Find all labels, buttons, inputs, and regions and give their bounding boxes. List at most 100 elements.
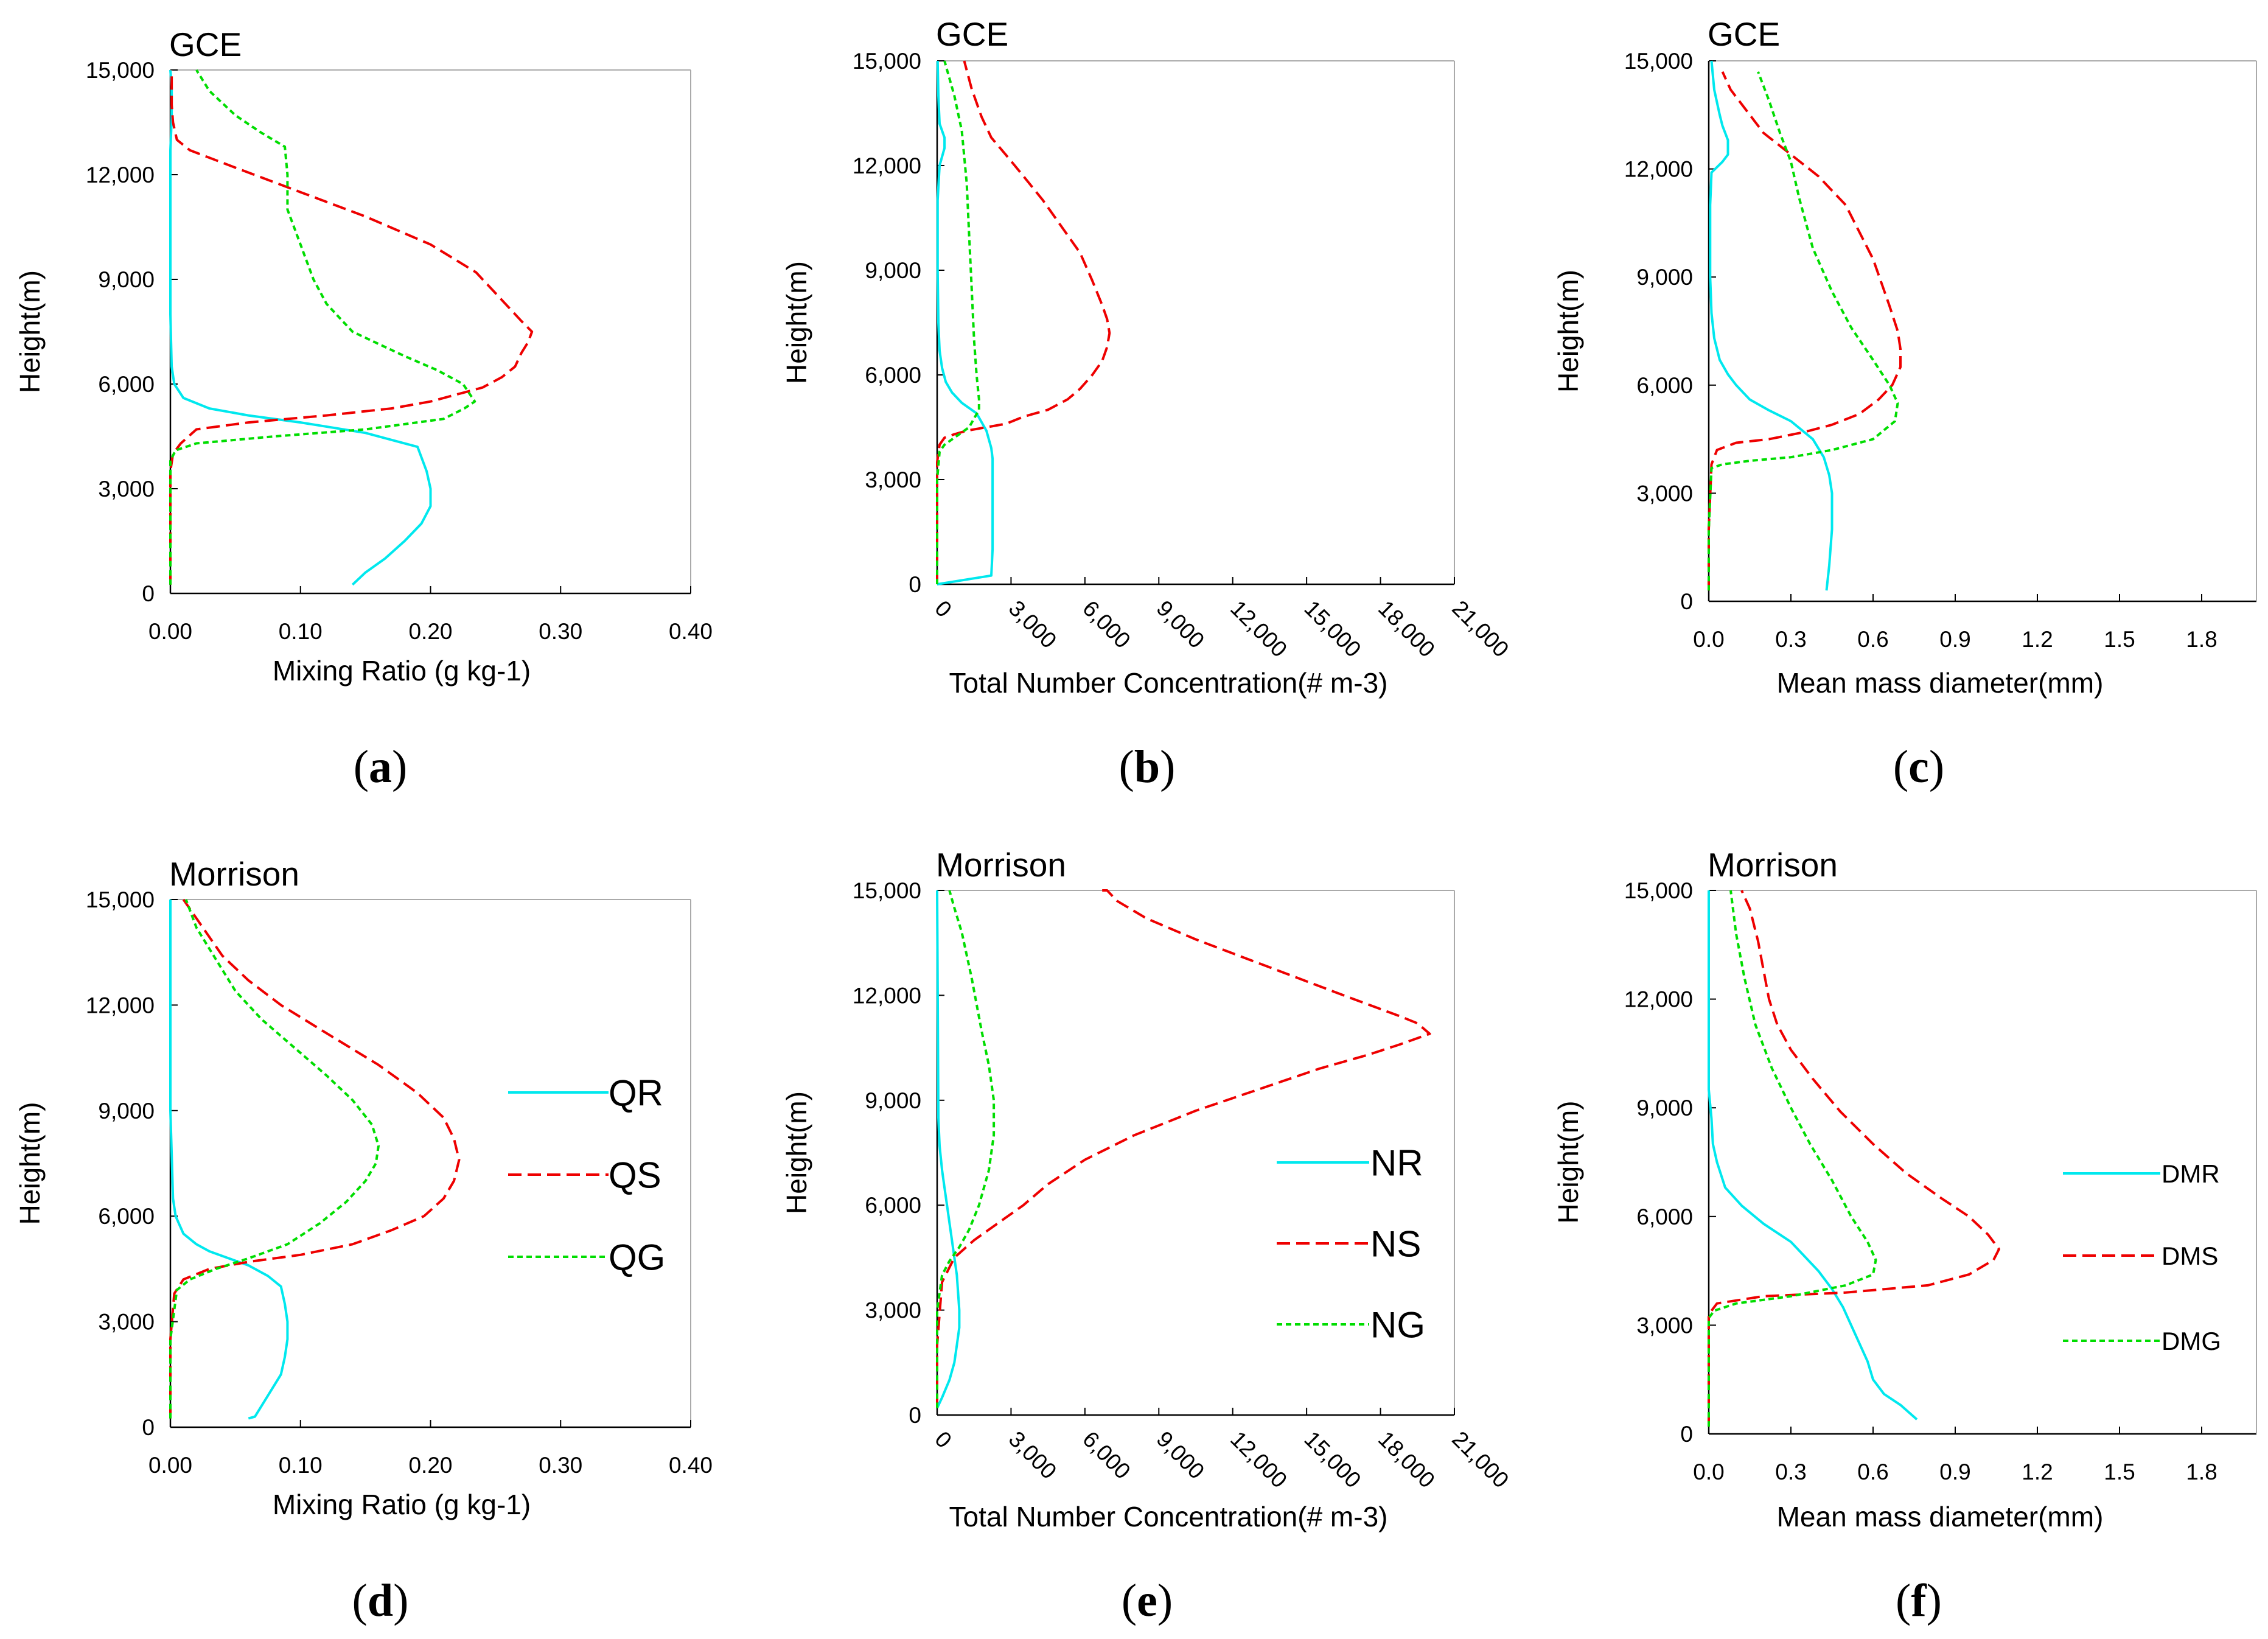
- y-tick-label: 9,000: [865, 258, 921, 283]
- x-tick-label: 0.9: [1939, 627, 1970, 652]
- x-tick-label: 3,000: [1004, 596, 1061, 653]
- legend-label-qs: QS: [609, 1155, 661, 1196]
- y-tick-label: 0: [142, 1415, 155, 1440]
- x-tick-label: 21,000: [1447, 1427, 1513, 1493]
- y-tick-label: 15,000: [853, 49, 921, 74]
- y-tick-label: 15,000: [1624, 878, 1693, 903]
- x-tick-label: 1.8: [2186, 627, 2217, 652]
- panel-title: GCE: [1708, 15, 1780, 53]
- panel-caption: (f): [1896, 1575, 1942, 1626]
- y-tick-label: 9,000: [1636, 1096, 1693, 1120]
- panel-caption: (b): [1119, 741, 1176, 792]
- y-tick-label: 15,000: [86, 887, 155, 912]
- panel-title: GCE: [936, 15, 1008, 53]
- legend-label-qg: QG: [609, 1237, 665, 1278]
- x-axis-label: Mixing Ratio (g kg-1): [273, 655, 531, 687]
- x-tick-label: 0.00: [148, 1453, 192, 1478]
- x-tick-label: 0.30: [539, 619, 582, 644]
- legend-label-ns: NS: [1370, 1224, 1421, 1265]
- legend-label-nr: NR: [1370, 1143, 1423, 1184]
- y-tick-label: 6,000: [98, 372, 155, 397]
- y-axis-label: Height(m): [1552, 270, 1584, 393]
- x-tick-label: 0: [930, 1427, 957, 1453]
- y-tick-label: 0: [909, 572, 921, 597]
- y-tick-label: 6,000: [1636, 373, 1693, 398]
- y-tick-label: 12,000: [86, 993, 155, 1018]
- x-tick-label: 0.40: [669, 619, 713, 644]
- series-line-ng: [936, 890, 996, 1408]
- x-tick-label: 21,000: [1447, 596, 1513, 662]
- y-axis-label: Height(m): [781, 1091, 812, 1214]
- series-line-qs: [169, 70, 534, 585]
- series-line-dmr: [1708, 890, 1918, 1421]
- x-tick-label: 15,000: [1299, 596, 1366, 662]
- y-axis-label: Height(m): [14, 1102, 46, 1225]
- y-tick-label: 12,000: [1624, 157, 1693, 182]
- series-line-dmg: [1708, 890, 1877, 1427]
- legend-label-ng: NG: [1370, 1305, 1425, 1346]
- x-tick-label: 3,000: [1004, 1427, 1061, 1484]
- y-tick-label: 3,000: [98, 477, 155, 501]
- panel-title: Morrison: [936, 846, 1066, 884]
- x-tick-label: 15,000: [1299, 1427, 1366, 1493]
- y-tick-label: 9,000: [98, 267, 155, 292]
- y-tick-label: 15,000: [853, 878, 921, 903]
- y-tick-label: 12,000: [853, 983, 921, 1008]
- panel-caption: (a): [354, 741, 408, 792]
- x-tick-label: 0: [930, 596, 957, 623]
- legend-label-dmg: DMG: [2162, 1327, 2221, 1355]
- y-tick-label: 9,000: [865, 1088, 921, 1113]
- panel-title: Morrison: [1708, 846, 1838, 884]
- y-axis-label: Height(m): [1552, 1101, 1584, 1224]
- series-line-dms: [1708, 71, 1902, 591]
- x-tick-label: 6,000: [1078, 596, 1135, 653]
- y-tick-label: 15,000: [1624, 49, 1693, 74]
- x-tick-label: 9,000: [1152, 596, 1209, 653]
- x-axis-label: Total Number Concentration(# m-3): [949, 1501, 1388, 1532]
- series-line-dmg: [1708, 71, 1899, 591]
- x-tick-label: 0.0: [1693, 627, 1724, 652]
- x-tick-label: 0.3: [1775, 627, 1806, 652]
- y-tick-label: 12,000: [853, 153, 921, 178]
- series-line-qr: [169, 900, 289, 1420]
- x-tick-label: 6,000: [1078, 1427, 1135, 1484]
- x-tick-label: 0.20: [408, 619, 452, 644]
- x-tick-label: 12,000: [1226, 1427, 1292, 1493]
- y-tick-label: 0: [142, 581, 155, 606]
- series-line-qg: [169, 69, 476, 585]
- panel-caption: (e): [1122, 1575, 1173, 1626]
- x-tick-label: 1.2: [2022, 1459, 2053, 1484]
- x-axis-label: Mean mass diameter(mm): [1777, 667, 2104, 699]
- x-tick-label: 9,000: [1152, 1427, 1209, 1484]
- x-tick-label: 0.6: [1857, 627, 1888, 652]
- legend-label-qr: QR: [609, 1073, 663, 1114]
- x-tick-label: 1.2: [2022, 627, 2053, 652]
- panel-caption: (d): [352, 1575, 409, 1626]
- y-tick-label: 3,000: [1636, 481, 1693, 506]
- x-axis-label: Mean mass diameter(mm): [1777, 1501, 2104, 1532]
- panel-d: 0 3,000 6,000 9,000 12,000 15,000 0.00 0.10 0.20…: [14, 855, 713, 1626]
- panel-caption: (c): [1893, 741, 1944, 792]
- x-tick-label: 0.00: [148, 619, 192, 644]
- y-tick-label: 9,000: [98, 1099, 155, 1124]
- x-tick-label: 0.3: [1775, 1459, 1806, 1484]
- series-line-ns: [936, 889, 1431, 1408]
- x-tick-label: 18,000: [1373, 1427, 1440, 1493]
- series-line-dms: [1708, 890, 2000, 1427]
- panel-a: 0 3,000 6,000 9,000 12,000 15,000 0.00 0.10 0.20…: [14, 26, 713, 792]
- panel-title: Morrison: [169, 855, 299, 893]
- y-tick-label: 12,000: [86, 163, 155, 187]
- y-tick-label: 3,000: [865, 467, 921, 492]
- x-axis-label: Mixing Ratio (g kg-1): [273, 1489, 531, 1520]
- x-tick-label: 1.5: [2104, 627, 2135, 652]
- y-tick-label: 6,000: [98, 1204, 155, 1229]
- series-line-nr: [936, 890, 961, 1409]
- series-line-qs: [169, 898, 461, 1419]
- y-tick-label: 0: [909, 1403, 921, 1428]
- x-tick-label: 0.0: [1693, 1459, 1724, 1484]
- y-axis-label: Height(m): [14, 270, 46, 393]
- x-tick-label: 0.10: [279, 1453, 323, 1478]
- x-tick-label: 18,000: [1373, 596, 1440, 662]
